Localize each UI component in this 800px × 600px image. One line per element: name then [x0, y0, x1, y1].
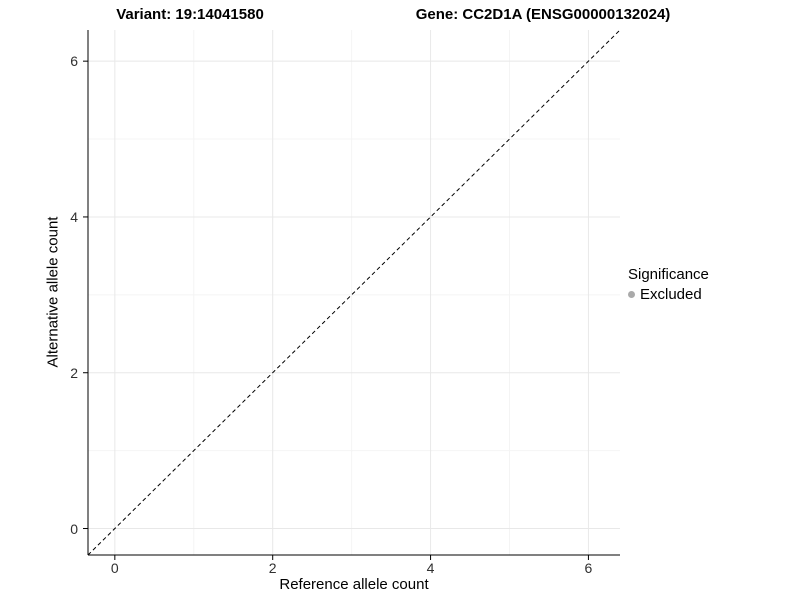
identity-dashed-line — [87, 29, 621, 556]
legend-entry: Excluded — [628, 286, 709, 303]
x-axis-title: Reference allele count — [279, 576, 429, 593]
legend-title: Significance — [628, 266, 709, 283]
y-axis-title: Alternative allele count — [44, 216, 62, 368]
legend: Significance Excluded — [628, 266, 709, 303]
legend-entries: Excluded — [628, 286, 709, 303]
legend-marker-circle-icon — [628, 291, 635, 298]
gene-title: Gene: CC2D1A (ENSG00000132024) — [415, 6, 671, 23]
variant-title: Variant: 19:14041580 — [116, 6, 264, 23]
legend-entry-label: Excluded — [640, 286, 702, 303]
